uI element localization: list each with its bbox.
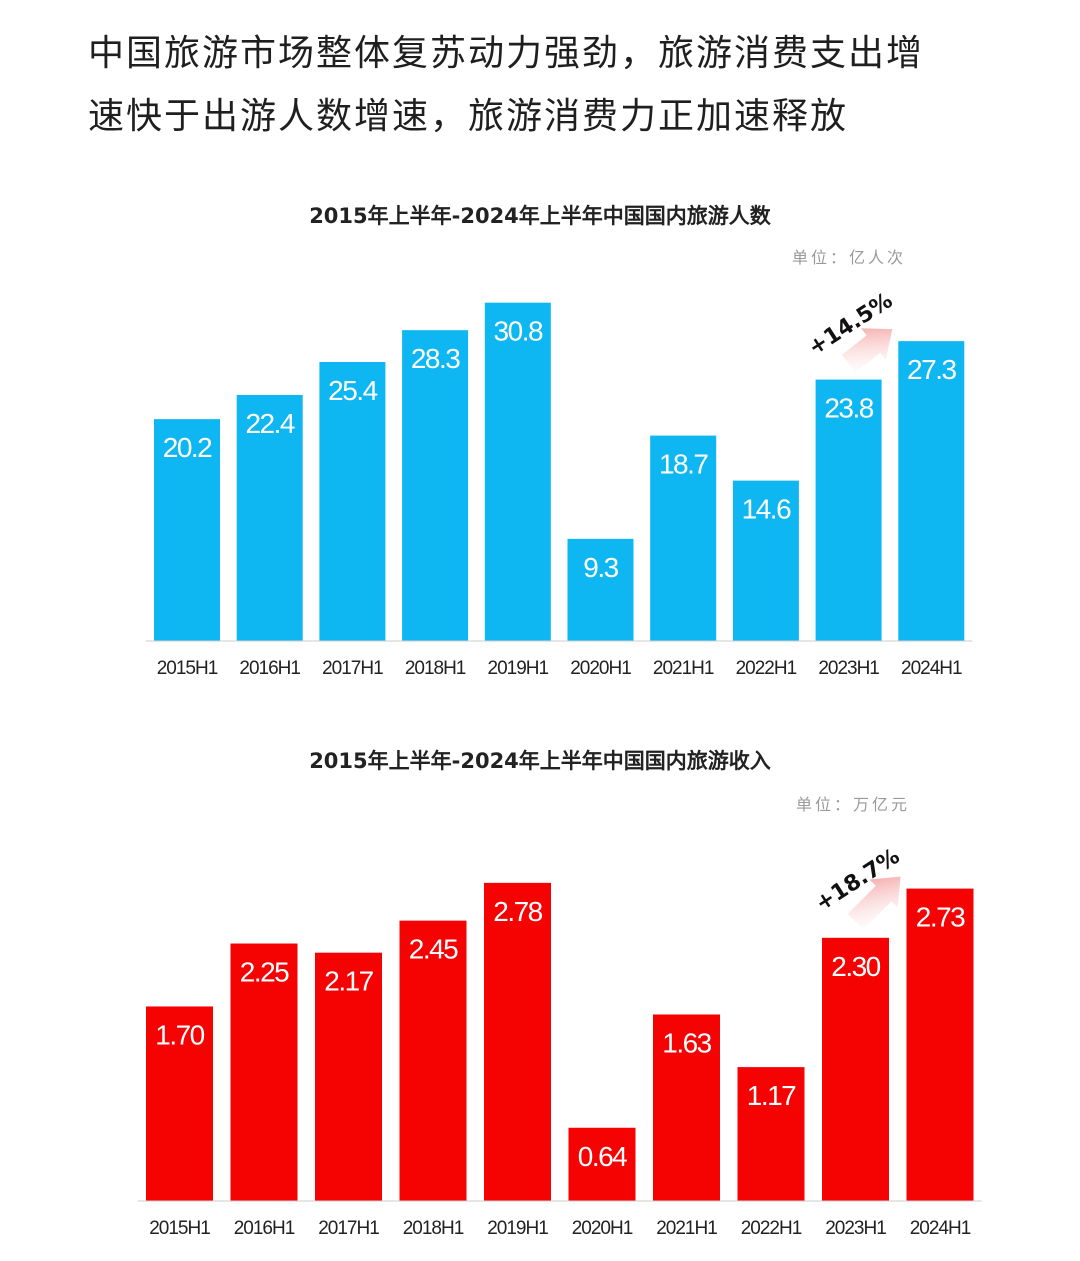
bar-value-label-2016H1: 22.4	[245, 408, 294, 439]
bar-2016H1	[236, 394, 303, 641]
bar-value-label-2020H1: 0.64	[578, 1141, 627, 1172]
x-tick-label-2018H1: 2018H1	[405, 658, 466, 679]
bar-value-label-2019H1: 2.78	[493, 896, 542, 927]
growth-arrow-icon	[847, 876, 901, 930]
x-tick-label-2021H1: 2021H1	[653, 658, 714, 679]
bar-value-label-2022H1: 1.17	[747, 1080, 796, 1111]
bar-2017H1	[315, 952, 382, 1201]
bar-2018H1	[399, 920, 467, 1201]
bar-2020H1	[568, 1127, 636, 1201]
headline-line-1: 中国旅游市场整体复苏动力强劲，旅游消费支出增	[88, 33, 925, 74]
bar-value-label-2016H1: 2.25	[240, 957, 289, 988]
bar-2020H1	[567, 538, 634, 641]
bar-value-label-2022H1: 14.6	[742, 494, 791, 525]
trips-bar-chart: 20.2 2015H1 22.4 2016H1 25.4 2017H1 28.3 2018H1…	[146, 288, 973, 679]
unit-label-revenue: 单位：万亿元	[796, 795, 911, 814]
x-tick-label-2015H1: 2015H1	[149, 1218, 210, 1239]
x-tick-label-2016H1: 2016H1	[239, 658, 300, 679]
bar-2015H1	[146, 1006, 213, 1201]
bar-2022H1	[737, 1067, 805, 1201]
bar-value-label-2019H1: 30.8	[494, 316, 543, 347]
bar-2024H1	[898, 341, 965, 641]
bar-value-label-2015H1: 1.70	[155, 1019, 204, 1050]
bar-2015H1	[154, 419, 220, 641]
x-tick-label-2015H1: 2015H1	[157, 658, 218, 679]
bar-2021H1	[653, 1014, 720, 1201]
x-tick-label-2017H1: 2017H1	[318, 1218, 379, 1239]
bar-value-label-2023H1: 23.8	[824, 393, 873, 424]
bar-value-label-2018H1: 2.45	[409, 934, 458, 965]
x-tick-label-2018H1: 2018H1	[403, 1218, 464, 1239]
bar-value-label-2024H1: 2.73	[916, 902, 965, 933]
x-tick-label-2017H1: 2017H1	[322, 658, 383, 679]
bar-value-label-2015H1: 20.2	[163, 432, 212, 463]
x-tick-label-2023H1: 2023H1	[825, 1218, 886, 1239]
bar-2021H1	[650, 435, 717, 641]
growth-arrow-group	[847, 876, 901, 930]
bar-value-label-2020H1: 9.3	[583, 552, 618, 583]
x-tick-label-2022H1: 2022H1	[736, 658, 797, 679]
bar-value-label-2018H1: 28.3	[411, 343, 460, 374]
bar-value-label-2021H1: 18.7	[659, 449, 708, 480]
revenue-bar-chart: 1.70 2015H1 2.25 2016H1 2.17 2017H1 2.45 2018H1…	[138, 844, 982, 1239]
x-tick-label-2020H1: 2020H1	[570, 658, 631, 679]
x-tick-label-2022H1: 2022H1	[741, 1218, 802, 1239]
bar-2023H1	[822, 937, 889, 1201]
growth-arrow-group	[841, 328, 893, 373]
bar-2018H1	[402, 330, 469, 641]
bar-2019H1	[484, 882, 551, 1201]
chart-title-trips: 2015年上半年-2024年上半年中国国内旅游人数	[309, 204, 771, 228]
x-tick-label-2020H1: 2020H1	[572, 1218, 633, 1239]
headline-line-2: 速快于出游人数增速，旅游消费力正加速释放	[88, 96, 849, 137]
x-tick-label-2024H1: 2024H1	[910, 1218, 971, 1239]
headline: 中国旅游市场整体复苏动力强劲，旅游消费支出增 速快于出游人数增速，旅游消费力正加…	[88, 22, 1028, 148]
x-tick-label-2023H1: 2023H1	[818, 658, 879, 679]
chart-title-revenue: 2015年上半年-2024年上半年中国国内旅游收入	[309, 749, 771, 773]
bar-value-label-2021H1: 1.63	[662, 1027, 711, 1058]
bar-2024H1	[906, 888, 974, 1201]
bar-2022H1	[732, 480, 799, 641]
x-tick-label-2021H1: 2021H1	[656, 1218, 717, 1239]
x-tick-label-2019H1: 2019H1	[487, 1218, 548, 1239]
bar-2017H1	[319, 362, 386, 641]
unit-label-trips: 单位：亿人次	[792, 248, 907, 267]
x-tick-label-2016H1: 2016H1	[234, 1218, 295, 1239]
bar-2023H1	[815, 379, 882, 641]
bar-value-label-2024H1: 27.3	[907, 354, 956, 385]
x-tick-label-2019H1: 2019H1	[488, 658, 549, 679]
bar-value-label-2017H1: 25.4	[328, 375, 377, 406]
bar-value-label-2017H1: 2.17	[324, 966, 373, 997]
bar-2016H1	[230, 943, 298, 1201]
bar-2019H1	[484, 302, 551, 641]
growth-arrow-icon	[841, 328, 893, 373]
x-tick-label-2024H1: 2024H1	[901, 658, 962, 679]
bar-value-label-2023H1: 2.30	[831, 951, 880, 982]
